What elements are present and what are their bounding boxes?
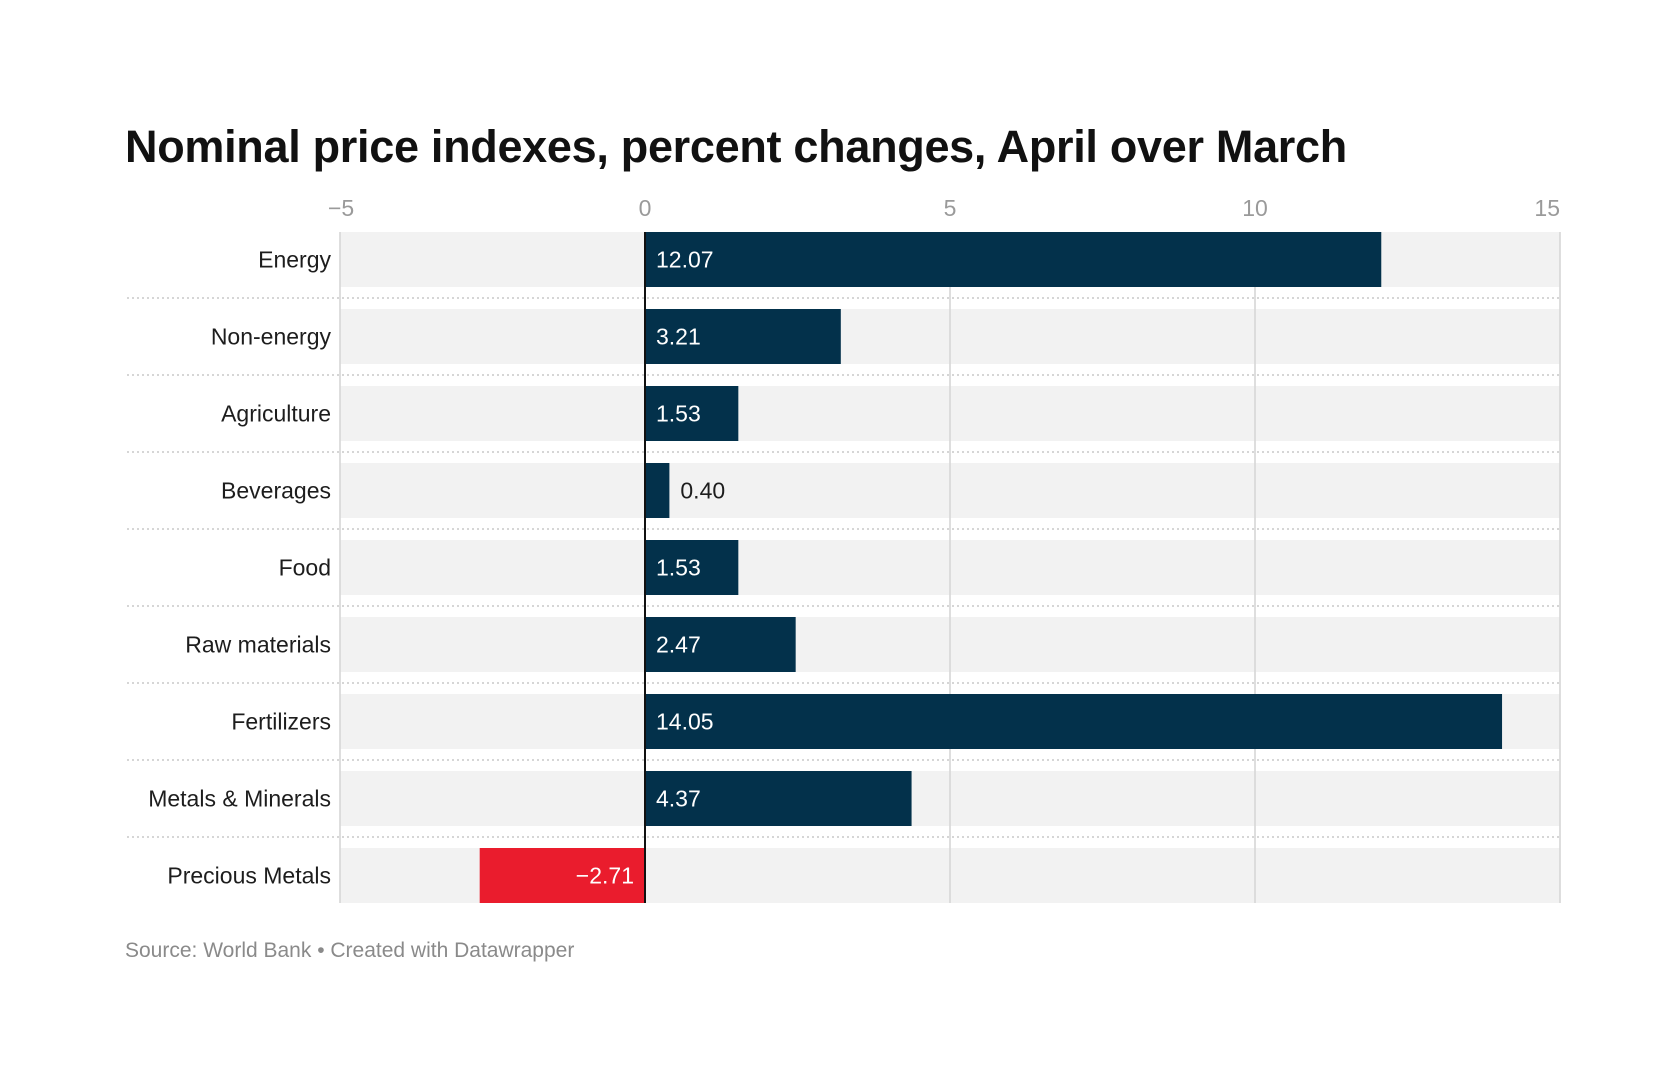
bar — [645, 694, 1503, 749]
value-label: 0.40 — [680, 478, 725, 504]
bar — [645, 617, 796, 672]
x-tick-label: 15 — [1534, 195, 1560, 221]
value-label: 3.21 — [656, 324, 701, 350]
category-label: Energy — [258, 247, 331, 273]
value-label: 12.07 — [656, 247, 714, 273]
category-label: Precious Metals — [167, 863, 331, 889]
category-label: Agriculture — [221, 401, 331, 427]
value-label: 2.47 — [656, 632, 701, 658]
x-tick-label: 10 — [1242, 195, 1268, 221]
value-label: −2.71 — [576, 863, 634, 889]
bar — [645, 309, 841, 364]
chart-title: Nominal price indexes, percent changes, … — [125, 121, 1347, 172]
value-label: 1.53 — [656, 401, 701, 427]
x-tick-label: 5 — [944, 195, 957, 221]
category-label: Raw materials — [185, 632, 331, 658]
source-note: Source: World Bank • Created with Datawr… — [125, 939, 575, 962]
x-tick-label: −5 — [328, 195, 354, 221]
bar — [645, 540, 739, 595]
category-label: Beverages — [221, 478, 331, 504]
bar — [645, 771, 912, 826]
value-label: 1.53 — [656, 555, 701, 581]
bar — [645, 463, 670, 518]
category-label: Food — [279, 555, 331, 581]
bar — [479, 848, 645, 903]
category-label: Non-energy — [211, 324, 332, 350]
value-label: 4.37 — [656, 786, 701, 812]
bar — [645, 386, 739, 441]
category-label: Fertilizers — [231, 709, 331, 735]
x-tick-label: 0 — [639, 195, 652, 221]
category-label: Metals & Minerals — [148, 786, 331, 812]
value-label: 14.05 — [656, 709, 714, 735]
bar — [645, 232, 1382, 287]
